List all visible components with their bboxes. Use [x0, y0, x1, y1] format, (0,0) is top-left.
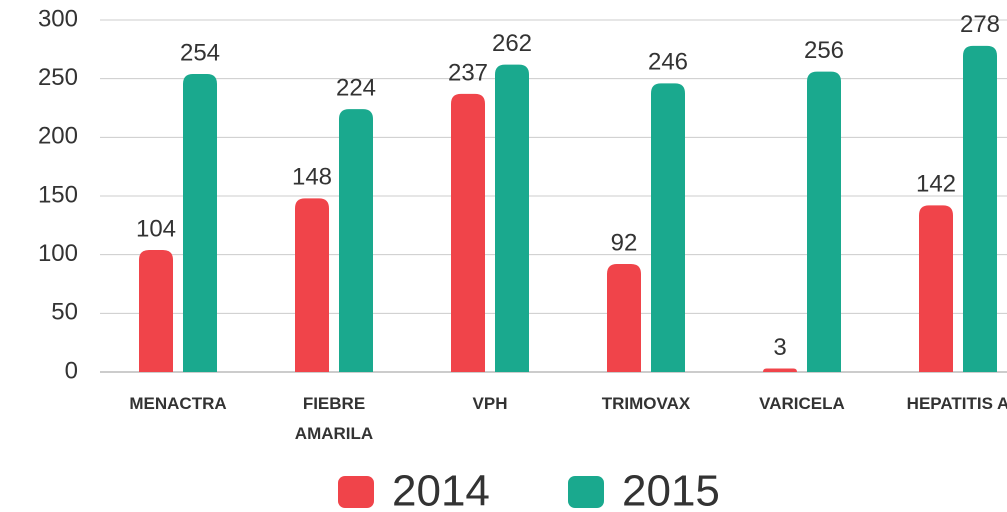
bar	[807, 71, 841, 373]
bar	[451, 93, 485, 373]
legend-label: 2014	[392, 467, 490, 512]
bar	[651, 83, 685, 373]
y-tick-label: 100	[38, 240, 78, 267]
data-label: 148	[292, 164, 332, 191]
legend-swatch	[568, 476, 604, 508]
legend-label: 2015	[622, 467, 720, 512]
bar	[139, 249, 173, 372]
y-tick-label: 300	[38, 5, 78, 32]
bar	[607, 264, 641, 372]
data-label: 142	[916, 171, 956, 198]
x-tick-label: VPH	[473, 394, 508, 413]
legend-swatch	[338, 476, 374, 508]
data-label: 246	[648, 49, 688, 76]
data-label: 3	[773, 334, 786, 361]
y-tick-label: 200	[38, 123, 78, 150]
bar	[963, 45, 997, 373]
data-label: 237	[448, 59, 488, 86]
x-tick-label: MENACTRA	[129, 394, 226, 413]
bar	[763, 368, 797, 372]
x-tick-label: TRIMOVAX	[602, 394, 691, 413]
y-tick-label: 150	[38, 181, 78, 208]
x-tick-label: HEPATITIS A	[907, 394, 1007, 413]
bar	[919, 205, 953, 372]
y-tick-label: 50	[51, 299, 78, 326]
data-label: 278	[960, 11, 1000, 38]
bar	[183, 73, 217, 373]
data-label: 254	[180, 39, 220, 66]
y-tick-label: 250	[38, 64, 78, 91]
data-label: 224	[336, 75, 376, 102]
x-tick-label: VARICELA	[759, 394, 845, 413]
data-label: 262	[492, 30, 532, 57]
data-label: 104	[136, 215, 176, 242]
bar	[295, 198, 329, 372]
bar	[339, 109, 373, 372]
y-tick-label: 0	[65, 357, 78, 384]
data-label: 92	[611, 229, 638, 256]
data-label: 256	[804, 37, 844, 64]
bar	[495, 64, 529, 372]
x-tick-label: FIEBRE AMARILA	[295, 394, 373, 443]
